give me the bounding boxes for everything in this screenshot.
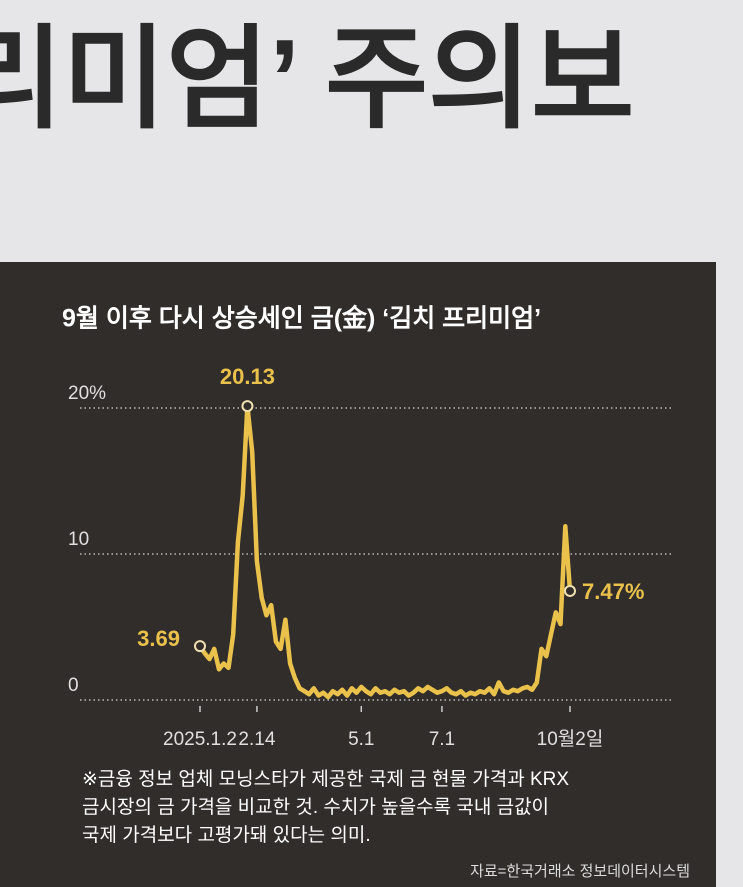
- point-marker: [241, 400, 254, 413]
- y-tick-label: 20%: [68, 383, 106, 404]
- data-label: 7.47%: [582, 579, 644, 604]
- data-label: 3.69: [137, 626, 180, 651]
- headline: 리미엄’ 주의보: [0, 17, 634, 142]
- note-line: 국제 가격보다 고평가돼 있다는 의미.: [82, 824, 371, 846]
- chart-panel: [0, 262, 716, 887]
- x-tick-label: 5.1: [348, 729, 374, 750]
- note-line: ※금융 정보 업체 모닝스타가 제공한 국제 금 현물 가격과 KRX: [82, 768, 569, 790]
- x-tick-label: 2.14: [238, 729, 275, 750]
- x-tick-label: 2025.1.2: [163, 729, 237, 750]
- data-line: [198, 403, 573, 700]
- y-tick-label: 0: [68, 675, 79, 696]
- point-marker: [194, 640, 206, 653]
- point-marker: [564, 584, 576, 597]
- chart-title: 9월 이후 다시 상승세인 금(金) ‘김치 프리미엄’: [62, 304, 541, 333]
- x-tick-label: 7.1: [429, 729, 455, 750]
- y-tick-label: 10: [68, 529, 89, 550]
- source: 자료=한국거래소 정보데이터시스템: [470, 863, 690, 880]
- x-tick-label: 10월2일: [537, 728, 604, 750]
- note-line: 금시장의 금 가격을 비교한 것. 수치가 높을수록 국내 금값이: [82, 796, 549, 818]
- plot: 0 10 20% 2025.1.2 2.14 5.1 7.1 10월2일 3.69 20.13 7.…: [68, 364, 672, 750]
- data-label: 20.13: [220, 364, 275, 389]
